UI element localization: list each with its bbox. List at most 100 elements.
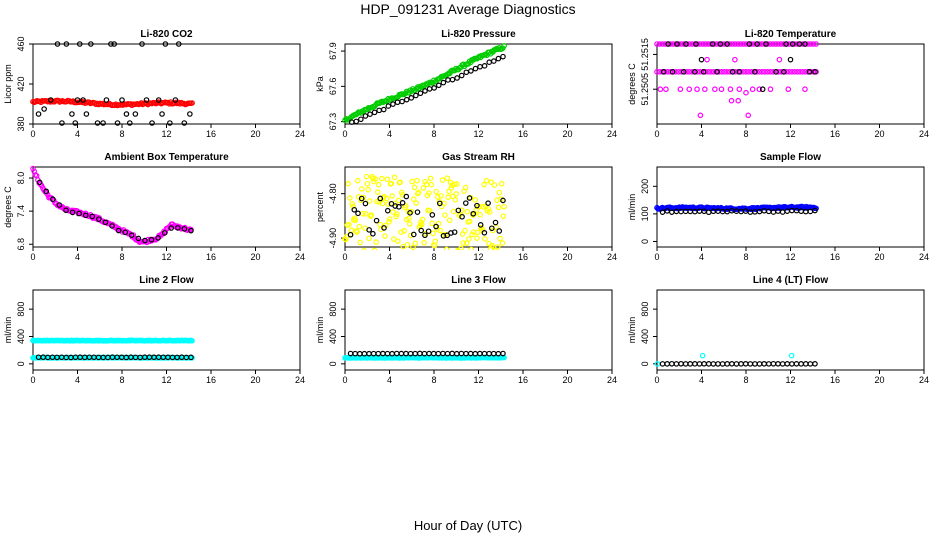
x-tick-label: 16: [206, 129, 216, 139]
data-point-average: [451, 181, 458, 188]
data-point-average: [374, 198, 380, 205]
data-point-sample: [761, 360, 767, 367]
data-point-sample: [765, 361, 772, 367]
data-point-average-high: [659, 41, 666, 47]
data-point-average: [498, 180, 505, 187]
data-point-sample: [756, 361, 763, 367]
data-point-average: [394, 238, 401, 244]
data-point-sample: [451, 229, 458, 235]
data-point-sample: [50, 196, 56, 202]
data-point-sample: [747, 361, 754, 367]
data-point-average-low: [712, 86, 718, 93]
data-point-sample: [126, 120, 133, 126]
data-point-average: [474, 235, 480, 241]
page-title: HDP_091231 Average Diagnostics: [360, 1, 576, 17]
y-tick-label: 0: [640, 239, 650, 244]
data-point-average: [365, 186, 371, 193]
x-tick-label: 0: [30, 129, 35, 139]
panel-title: Li-820 CO2: [140, 29, 193, 40]
data-point-average-mid: [697, 69, 703, 75]
data-point-sample: [692, 361, 698, 367]
data-point-average: [345, 180, 352, 187]
data-point-average-mid: [667, 69, 674, 75]
data-point-sample: [729, 360, 735, 367]
data-point-sample-mid: [787, 56, 794, 63]
data-point-average-mid: [791, 69, 798, 75]
data-point-sample: [76, 41, 83, 47]
x-tick-label: 20: [874, 129, 884, 139]
data-point-average: [452, 197, 459, 203]
data-point-sample: [798, 361, 804, 367]
data-point-sample-high: [802, 41, 808, 47]
data-point-average: [366, 198, 373, 204]
data-point-sample-high: [709, 41, 716, 47]
data-point-sample: [449, 350, 455, 357]
data-point-sample: [72, 120, 79, 126]
x-tick-label: 4: [699, 375, 704, 385]
data-point-sample: [63, 207, 69, 214]
data-point-average: [383, 195, 390, 202]
data-point-sample: [371, 109, 378, 116]
data-point-average: [377, 221, 383, 228]
data-point-sample: [489, 225, 495, 232]
data-point-sample: [719, 361, 726, 367]
y-tick-label: 400: [640, 329, 650, 344]
data-point-average-low: [718, 86, 725, 93]
data-point-sample-high: [724, 41, 730, 47]
data-point-average: [354, 229, 360, 235]
data-point-sample: [139, 41, 145, 47]
data-point-sample: [381, 225, 387, 231]
data-point-sample: [431, 85, 438, 91]
x-tick-label: 0: [30, 252, 35, 262]
data-point-sample: [802, 361, 809, 367]
data-point-sample: [370, 230, 376, 237]
data-point-average-low: [767, 86, 774, 93]
panel-li-820-co2: Li-820 CO2 Licor ppm 0 4 8 12 16 20 24 380 420 460: [3, 29, 305, 139]
y-tick-label: -4.80: [328, 183, 338, 204]
data-point-average: [412, 240, 419, 247]
data-point-sample: [500, 197, 506, 204]
data-point-average: [426, 190, 432, 196]
data-point-sample: [812, 207, 818, 214]
data-point-average-mid: [770, 69, 776, 75]
panel-title: Line 3 Flow: [451, 275, 506, 286]
data-point-sample-mid: [680, 69, 687, 75]
data-point-sample: [705, 361, 712, 367]
data-point-average: [441, 200, 447, 207]
data-point-average: [382, 233, 388, 239]
y-tick-label: 8.0: [16, 172, 26, 185]
data-point-average-low: [745, 112, 752, 119]
data-point-sample: [351, 206, 358, 213]
data-point-sample: [422, 232, 428, 239]
data-point-sample-mid: [669, 69, 676, 75]
data-point-average: [426, 207, 433, 214]
data-point-average: [413, 200, 419, 206]
data-point-average: [427, 175, 434, 182]
data-point-sample: [491, 58, 497, 64]
x-tick-label: 16: [206, 375, 216, 385]
panel-li-820-pressure: Li-820 Pressure kPa 0 4 8 12 16 20 24 67.3 67.6 67.…: [315, 29, 617, 139]
data-point-sample: [673, 361, 680, 367]
data-point-average-high: [770, 41, 776, 47]
data-point-sample-high: [683, 41, 689, 47]
data-point-average: [354, 177, 361, 184]
data-point-average-mid: [675, 69, 682, 75]
data-point-sample: [485, 200, 491, 206]
x-tick-label: 24: [295, 375, 305, 385]
data-point-average: [450, 208, 457, 215]
data-point-average: [495, 204, 502, 211]
data-point-average: [386, 218, 392, 225]
data-point-average: [378, 175, 385, 182]
data-point-sample: [123, 111, 130, 117]
data-layer: [30, 337, 195, 361]
data-point-average: [486, 209, 493, 215]
data-point-average-low: [785, 86, 792, 93]
data-point-average: [460, 240, 467, 246]
x-tick-label: 0: [654, 375, 659, 385]
x-tick-label: 24: [295, 252, 305, 262]
x-tick-label: 4: [387, 375, 392, 385]
data-point-average: [372, 176, 379, 182]
data-point-average-high: [772, 41, 779, 47]
x-tick-label: 4: [387, 129, 392, 139]
data-point-sample: [41, 106, 47, 112]
